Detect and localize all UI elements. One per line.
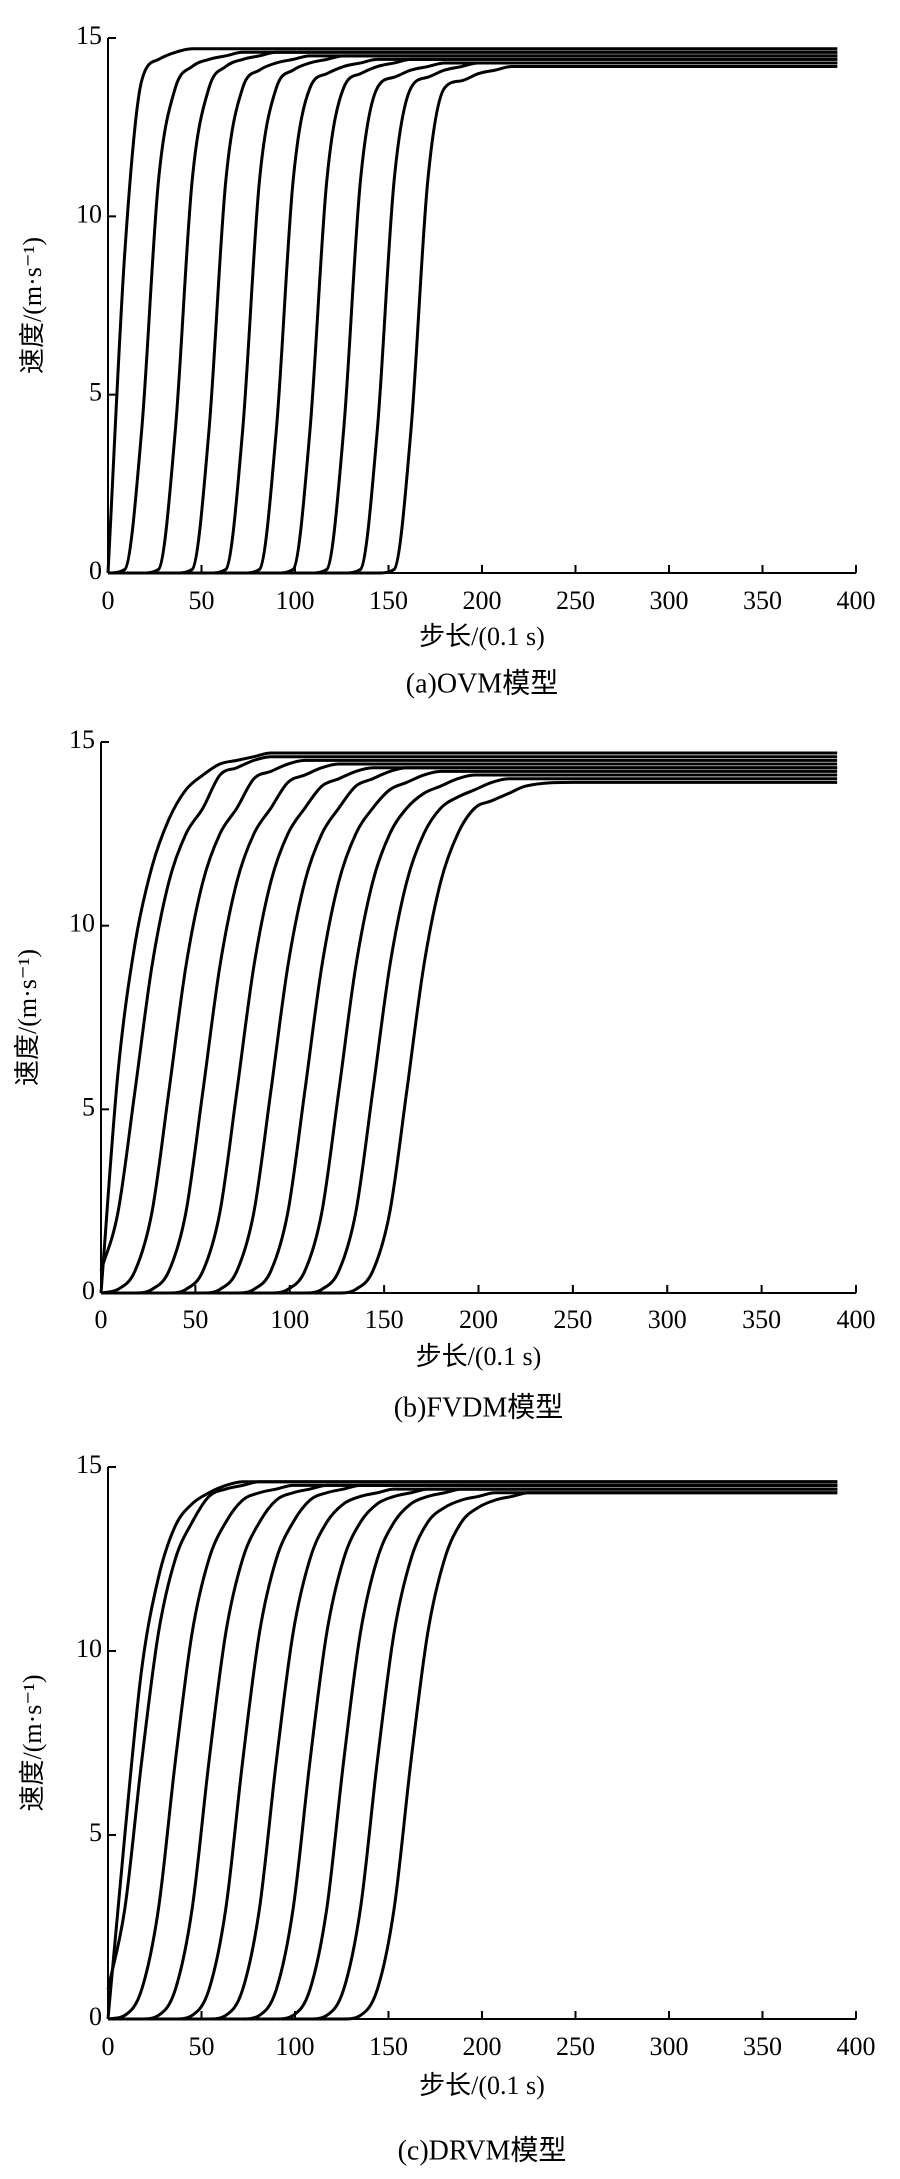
y-tick-label: 5 xyxy=(89,378,102,407)
speed-curve xyxy=(108,1487,838,2021)
x-tick-label: 0 xyxy=(95,1305,108,1334)
x-tick-label: 150 xyxy=(369,586,408,615)
x-tick-label: 0 xyxy=(102,586,115,615)
x-axis-label: 步长/(0.1 s) xyxy=(419,622,545,651)
x-tick-label: 50 xyxy=(189,586,215,615)
y-axis-label: 速度/(m·s⁻¹) xyxy=(13,949,42,1086)
x-tick-label: 50 xyxy=(182,1305,208,1334)
speed-curve xyxy=(107,54,838,575)
y-tick-label: 5 xyxy=(82,1092,95,1121)
x-tick-label: 200 xyxy=(463,586,502,615)
speed-curve xyxy=(108,1483,838,2021)
x-tick-label: 300 xyxy=(650,586,689,615)
y-tick-label: 10 xyxy=(69,909,95,938)
x-tick-label: 350 xyxy=(743,2032,782,2061)
y-tick-label: 15 xyxy=(76,21,102,50)
x-tick-label: 200 xyxy=(463,2032,502,2061)
y-tick-label: 0 xyxy=(89,556,102,585)
x-tick-label: 400 xyxy=(837,2032,876,2061)
speed-curve xyxy=(108,1487,838,2021)
speed-curve xyxy=(101,762,838,1295)
x-tick-label: 0 xyxy=(102,2032,115,2061)
chart-title: (b)FVDM模型 xyxy=(394,1391,564,1423)
y-tick-label: 15 xyxy=(76,1450,102,1479)
x-tick-label: 250 xyxy=(556,2032,595,2061)
x-tick-label: 100 xyxy=(270,1305,309,1334)
speed-curve xyxy=(100,758,838,1295)
y-axis-label: 速度/(m·s⁻¹) xyxy=(18,1674,47,1811)
x-tick-label: 400 xyxy=(837,586,876,615)
chart-title: (a)OVM模型 xyxy=(406,667,558,699)
x-axis-label: 步长/(0.1 s) xyxy=(419,2071,545,2100)
speed-curve xyxy=(107,50,838,575)
speed-curve xyxy=(108,1487,838,2021)
speed-curve xyxy=(107,65,838,575)
speed-curve xyxy=(108,1483,838,2021)
speed-curve xyxy=(106,47,838,574)
y-tick-label: 0 xyxy=(89,2002,102,2031)
y-tick-label: 10 xyxy=(76,1634,102,1663)
x-tick-label: 100 xyxy=(276,586,315,615)
x-tick-label: 400 xyxy=(837,1305,876,1334)
y-axis-label: 速度/(m·s⁻¹) xyxy=(18,237,47,374)
x-tick-label: 50 xyxy=(189,2032,215,2061)
x-tick-label: 150 xyxy=(369,2032,408,2061)
y-tick-label: 15 xyxy=(69,725,95,754)
x-tick-label: 100 xyxy=(276,2032,315,2061)
x-tick-label: 350 xyxy=(742,1305,781,1334)
speed-curve xyxy=(108,1491,838,2021)
x-tick-label: 300 xyxy=(650,2032,689,2061)
speed-curve xyxy=(108,1491,838,2021)
speed-curve xyxy=(99,751,838,1294)
y-tick-label: 10 xyxy=(76,199,102,228)
speed-curve xyxy=(99,755,838,1272)
y-tick-label: 0 xyxy=(82,1276,95,1305)
x-tick-label: 250 xyxy=(556,586,595,615)
speed-curve xyxy=(106,1480,838,1990)
y-tick-label: 5 xyxy=(89,1818,102,1847)
chart-title: (c)DRVM模型 xyxy=(398,2134,567,2166)
speed-curve xyxy=(106,1480,838,2020)
x-axis-label: 步长/(0.1 s) xyxy=(416,1342,542,1371)
x-tick-label: 350 xyxy=(743,586,782,615)
speed-curve xyxy=(101,780,838,1295)
speed-curve xyxy=(107,1483,838,2021)
x-tick-label: 300 xyxy=(648,1305,687,1334)
x-tick-label: 200 xyxy=(459,1305,498,1334)
x-tick-label: 250 xyxy=(553,1305,592,1334)
x-tick-label: 150 xyxy=(365,1305,404,1334)
